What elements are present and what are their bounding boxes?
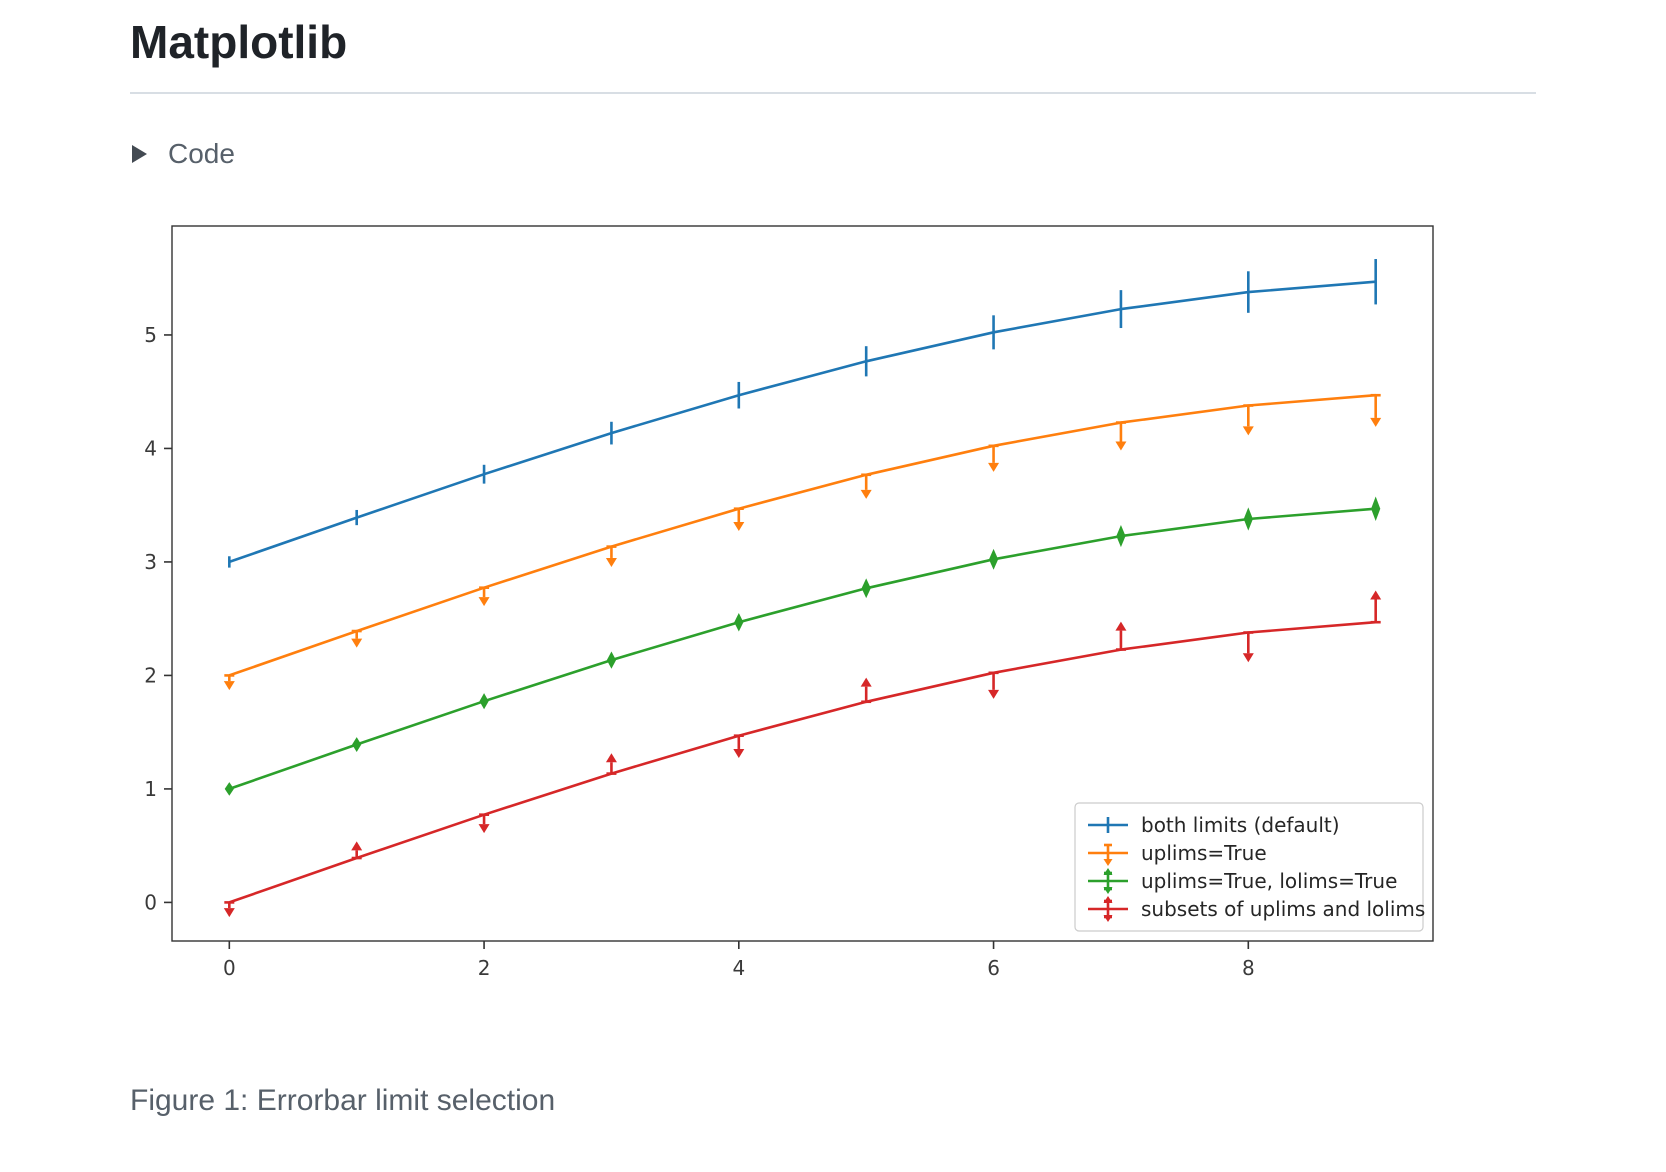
down-arrowhead: [1242, 425, 1254, 435]
title-divider: [130, 91, 1536, 94]
double-caret-marker: [1371, 495, 1381, 521]
down-arrowhead: [1370, 417, 1382, 427]
double-caret-marker: [861, 577, 871, 598]
chart-wrap: 0 2 4 6 8 0 1 2 3 4 5 both limits (default) uplims=T…: [130, 208, 1460, 1008]
page-title: Matplotlib: [130, 16, 348, 68]
double-caret-marker: [988, 548, 999, 570]
legend-box: [1074, 801, 1424, 932]
down-arrowhead: [223, 680, 235, 690]
x-tick-label: 8: [1242, 956, 1255, 980]
double-caret-marker: [606, 650, 617, 669]
x-tick-label: 0: [223, 956, 236, 980]
down-arrowhead: [988, 462, 1000, 472]
series-line-3: [228, 620, 1376, 904]
y-tick-label: 1: [144, 776, 157, 800]
y-tick-label: 3: [144, 549, 157, 573]
errorbar-chart: 0 2 4 6 8 0 1 2 3 4 5 both limits (default) uplims=T…: [144, 224, 1434, 980]
up-arrowhead: [860, 677, 872, 687]
code-label: Code: [168, 137, 235, 169]
y-tick-label: 2: [144, 663, 157, 687]
series-line-1: [228, 393, 1376, 677]
up-arrowhead: [1115, 621, 1127, 631]
figure-caption: Figure 1: Errorbar limit selection: [130, 1083, 556, 1117]
y-tick-label: 5: [144, 322, 157, 346]
double-caret-marker: [224, 781, 234, 796]
up-arrowhead: [351, 840, 363, 850]
series-line-0: [228, 279, 1376, 563]
code-disclosure: Code: [130, 138, 1536, 170]
triangle-right-icon: [132, 144, 147, 163]
down-arrowhead: [733, 521, 745, 531]
y-tick-label: 4: [144, 436, 157, 460]
down-arrowhead: [351, 638, 363, 648]
y-tick-label: 0: [144, 890, 157, 914]
down-arrowhead: [1115, 441, 1127, 451]
down-arrowhead: [733, 748, 745, 758]
down-arrowhead: [1242, 652, 1254, 662]
figure: 0 2 4 6 8 0 1 2 3 4 5 both limits (default) uplims=T…: [130, 208, 1536, 1118]
series-line-2: [228, 506, 1376, 790]
legend-label: both limits (default): [1141, 813, 1340, 837]
down-arrowhead: [478, 823, 490, 833]
up-arrowhead: [605, 752, 617, 762]
double-caret-marker: [352, 736, 362, 752]
x-tick-label: 2: [478, 956, 491, 980]
double-caret-marker: [479, 692, 489, 709]
legend-label: subsets of uplims and lolims: [1141, 897, 1425, 921]
up-arrowhead: [1370, 590, 1382, 600]
code-summary[interactable]: Code: [130, 138, 1536, 170]
down-arrowhead: [478, 596, 490, 606]
double-caret-marker: [1243, 506, 1253, 531]
axes-frame: [171, 224, 1434, 942]
double-caret-marker: [734, 612, 744, 631]
down-arrowhead: [860, 489, 872, 499]
double-caret-marker: [1116, 524, 1126, 547]
down-arrowhead: [605, 557, 617, 567]
legend-label: uplims=True: [1141, 841, 1267, 865]
down-arrowhead: [223, 907, 235, 917]
down-arrowhead: [988, 689, 1000, 699]
legend-label: uplims=True, lolims=True: [1141, 869, 1397, 893]
x-tick-label: 4: [732, 956, 745, 980]
x-tick-label: 6: [987, 956, 1000, 980]
